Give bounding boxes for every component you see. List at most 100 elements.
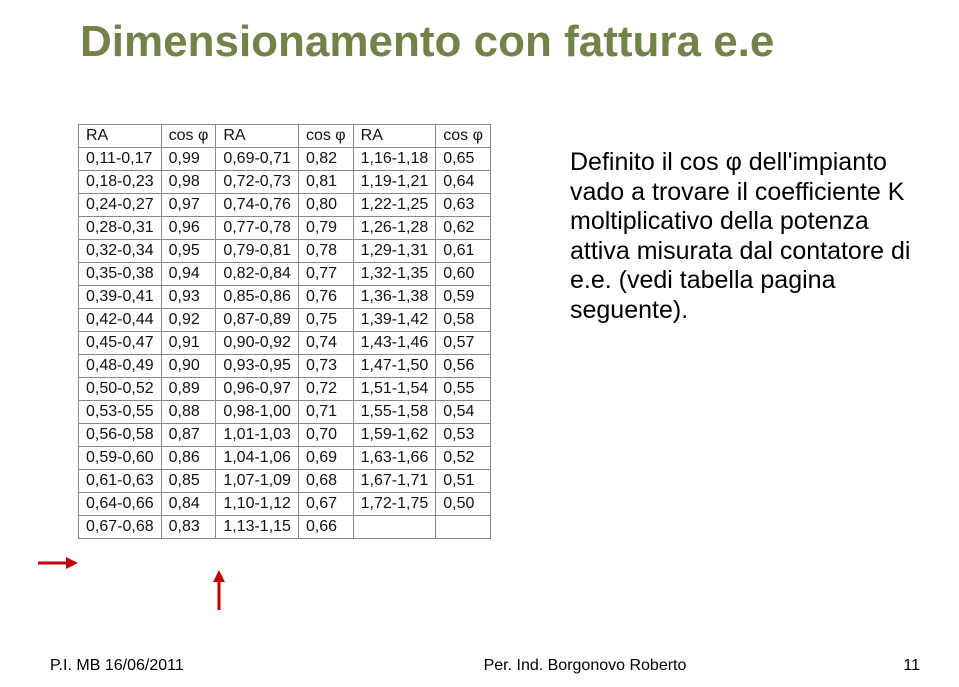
table-cell: 0,83 [161,516,216,539]
table-row: 0,59-0,600,861,04-1,060,691,63-1,660,52 [79,447,491,470]
table-cell: 0,32-0,34 [79,240,162,263]
table-header-cell: cos φ [436,125,491,148]
table-header-cell: cos φ [161,125,216,148]
table-cell: 0,89 [161,378,216,401]
table-cell: 0,88 [161,401,216,424]
table-row: 0,24-0,270,970,74-0,760,801,22-1,250,63 [79,194,491,217]
table-cell: 0,61 [436,240,491,263]
table-cell: 0,69-0,71 [216,148,299,171]
table-cell: 1,32-1,35 [353,263,436,286]
table-cell: 0,24-0,27 [79,194,162,217]
table-cell: 0,90 [161,355,216,378]
table-cell: 0,60 [436,263,491,286]
table-cell: 0,90-0,92 [216,332,299,355]
table-row: 0,53-0,550,880,98-1,000,711,55-1,580,54 [79,401,491,424]
table-cell: 0,96-0,97 [216,378,299,401]
table-cell: 1,36-1,38 [353,286,436,309]
table-cell: 1,47-1,50 [353,355,436,378]
footer-page-number: 11 [860,657,920,675]
table-cell: 0,76 [298,286,353,309]
table-cell: 0,92 [161,309,216,332]
table-row: 0,32-0,340,950,79-0,810,781,29-1,310,61 [79,240,491,263]
table-cell: 1,29-1,31 [353,240,436,263]
table-cell: 1,43-1,46 [353,332,436,355]
table-cell: 0,72-0,73 [216,171,299,194]
table-cell: 0,18-0,23 [79,171,162,194]
table-cell: 0,71 [298,401,353,424]
table-header-cell: cos φ [298,125,353,148]
table-cell: 0,85-0,86 [216,286,299,309]
page-title: Dimensionamento con fattura e.e [80,18,880,66]
table-cell: 0,99 [161,148,216,171]
table-header-cell: RA [216,125,299,148]
table-cell: 0,63 [436,194,491,217]
table-cell: 0,35-0,38 [79,263,162,286]
table-cell: 0,73 [298,355,353,378]
table-cell: 0,56 [436,355,491,378]
table-cell: 1,22-1,25 [353,194,436,217]
table-cell: 0,72 [298,378,353,401]
table-cell: 0,87-0,89 [216,309,299,332]
table-cell: 0,82-0,84 [216,263,299,286]
table-cell: 1,07-1,09 [216,470,299,493]
table-cell: 0,57 [436,332,491,355]
table-cell: 0,79-0,81 [216,240,299,263]
table-cell: 0,96 [161,217,216,240]
table-cell: 0,79 [298,217,353,240]
table-cell: 0,94 [161,263,216,286]
table-cell: 0,91 [161,332,216,355]
table-cell: 1,13-1,15 [216,516,299,539]
table-cell: 0,62 [436,217,491,240]
table-cell: 0,93 [161,286,216,309]
table-cell: 0,55 [436,378,491,401]
table-cell: 1,63-1,66 [353,447,436,470]
table-row: 0,35-0,380,940,82-0,840,771,32-1,350,60 [79,263,491,286]
table-cell: 0,56-0,58 [79,424,162,447]
table-cell [436,516,491,539]
table-cell: 0,59 [436,286,491,309]
table-cell: 0,64 [436,171,491,194]
table-cell: 0,64-0,66 [79,493,162,516]
table-cell: 1,55-1,58 [353,401,436,424]
table-cell: 0,67-0,68 [79,516,162,539]
table-cell: 1,26-1,28 [353,217,436,240]
table-row: 0,39-0,410,930,85-0,860,761,36-1,380,59 [79,286,491,309]
table-cell: 0,51 [436,470,491,493]
table-cell: 0,81 [298,171,353,194]
table-cell: 1,19-1,21 [353,171,436,194]
table-cell: 0,69 [298,447,353,470]
table-cell: 0,53-0,55 [79,401,162,424]
table-cell: 0,98 [161,171,216,194]
table-cell: 0,42-0,44 [79,309,162,332]
arrow-right-icon [38,556,78,570]
table-cell: 0,68 [298,470,353,493]
table-cell: 0,82 [298,148,353,171]
table-header-cell: RA [353,125,436,148]
table-cell: 0,50 [436,493,491,516]
table-row: 0,67-0,680,831,13-1,150,66 [79,516,491,539]
table-cell: 0,52 [436,447,491,470]
table-cell: 0,93-0,95 [216,355,299,378]
ra-cosphi-table: RAcos φRAcos φRAcos φ 0,11-0,170,990,69-… [78,124,491,539]
table-cell: 0,28-0,31 [79,217,162,240]
table-row: 0,42-0,440,920,87-0,890,751,39-1,420,58 [79,309,491,332]
table-cell: 0,53 [436,424,491,447]
table-cell: 0,48-0,49 [79,355,162,378]
table-row: 0,64-0,660,841,10-1,120,671,72-1,750,50 [79,493,491,516]
table-cell: 0,77-0,78 [216,217,299,240]
table-cell: 0,39-0,41 [79,286,162,309]
table-cell: 0,84 [161,493,216,516]
table-header-cell: RA [79,125,162,148]
table-cell: 0,74-0,76 [216,194,299,217]
table-cell: 0,97 [161,194,216,217]
table-cell: 0,87 [161,424,216,447]
ra-table-container: RAcos φRAcos φRAcos φ 0,11-0,170,990,69-… [78,124,491,539]
table-cell: 0,54 [436,401,491,424]
table-cell: 0,59-0,60 [79,447,162,470]
table-cell [353,516,436,539]
footer-left: P.I. MB 16/06/2011 [50,657,310,675]
table-cell: 0,50-0,52 [79,378,162,401]
table-cell: 0,66 [298,516,353,539]
table-cell: 1,72-1,75 [353,493,436,516]
table-cell: 1,67-1,71 [353,470,436,493]
